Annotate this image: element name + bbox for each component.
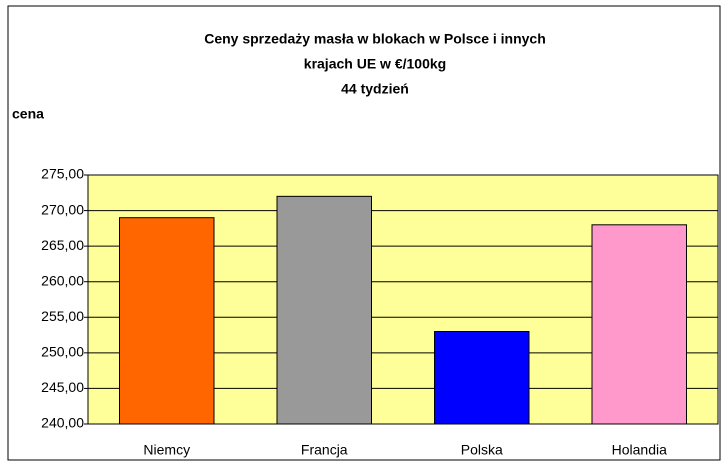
- y-tick-label: 275,00: [41, 166, 84, 182]
- y-tick-label: 270,00: [41, 201, 84, 217]
- chart-title: 44 tydzień: [341, 81, 409, 97]
- y-tick-label: 255,00: [41, 308, 84, 324]
- y-tick-label: 240,00: [41, 415, 84, 431]
- y-axis-label: cena: [12, 106, 44, 122]
- y-tick-label: 245,00: [41, 379, 84, 395]
- bar: [591, 224, 687, 425]
- x-tick-label: Polska: [461, 442, 503, 458]
- x-tick-label: Holandia: [612, 442, 667, 458]
- x-tick-label: Niemcy: [143, 442, 190, 458]
- bar: [276, 195, 372, 425]
- chart-title: Ceny sprzedaży masła w blokach w Polsce …: [204, 31, 546, 47]
- bar: [434, 331, 530, 425]
- x-tick-label: Francja: [301, 442, 348, 458]
- y-tick-label: 265,00: [41, 237, 84, 253]
- y-tick-label: 250,00: [41, 344, 84, 360]
- chart-title: krajach UE w €/100kg: [304, 56, 446, 72]
- y-tick-label: 260,00: [41, 272, 84, 288]
- bar: [119, 217, 215, 425]
